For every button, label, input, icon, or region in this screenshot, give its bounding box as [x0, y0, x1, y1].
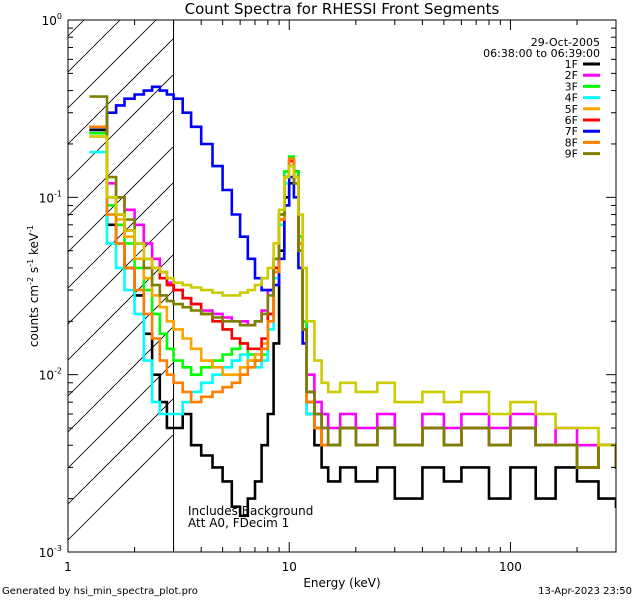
series-lines [89, 85, 616, 518]
series-gold-line [89, 135, 616, 447]
axis-ticks: 1 10 100 100 10-1 10-2 10-3 [39, 12, 617, 574]
y-tick-label: 10-3 [39, 544, 62, 560]
x-tick-label: 10 [282, 560, 297, 574]
legend-label-8f: 8F [565, 136, 578, 149]
hatch-line [68, 110, 174, 217]
hatch-line [68, 20, 121, 73]
chart-title: Count Spectra for RHESSI Front Segments [185, 0, 500, 18]
hatch-line [68, 254, 174, 361]
footer-generated-by: Generated by hsi_min_spectra_plot.pro [2, 586, 198, 597]
legend-label-5f: 5F [565, 103, 578, 116]
hatch-line [68, 146, 174, 253]
footer-timestamp: 13-Apr-2023 23:50 [538, 586, 632, 597]
note-attenuator: Att A0, FDecim 1 [188, 516, 289, 530]
hatch-line [68, 182, 174, 289]
series-1f-line [89, 128, 616, 518]
plot-frame [67, 19, 617, 553]
hatch-line [68, 326, 174, 433]
x-tick-label: 1 [64, 560, 72, 574]
hatched-region [68, 20, 175, 552]
legend-time-range: 06:38:00 to 06:39:00 [483, 47, 600, 60]
x-tick-label: 100 [499, 560, 522, 574]
hatch-line [68, 20, 85, 37]
y-tick-label: 100 [42, 12, 62, 28]
hatch-line [68, 398, 174, 505]
hatch-line [68, 74, 174, 181]
legend-label-1f: 1F [565, 58, 578, 71]
x-axis-label: Energy (keV) [303, 576, 380, 590]
hatch-line [68, 290, 174, 397]
note-background: Includes Background [188, 504, 313, 518]
legend-label-9f: 9F [565, 148, 578, 161]
hatch-line [68, 38, 174, 145]
hatch-line [68, 218, 174, 325]
legend-date: 29-Oct-2005 [531, 36, 600, 49]
y-tick-label: 10-2 [39, 367, 62, 383]
hatch-line [68, 362, 174, 469]
y-tick-label: 10-1 [39, 189, 62, 205]
legend-label-3f: 3F [565, 80, 578, 93]
legend-label-6f: 6F [565, 114, 578, 127]
hatch-line [68, 20, 157, 109]
legend-label-7f: 7F [565, 125, 578, 138]
legend-label-2f: 2F [565, 69, 578, 82]
y-axis-label: counts cm-2 s-1 keV-1 [26, 225, 41, 347]
hatch-line [68, 434, 174, 541]
legend-label-4f: 4F [565, 92, 578, 105]
